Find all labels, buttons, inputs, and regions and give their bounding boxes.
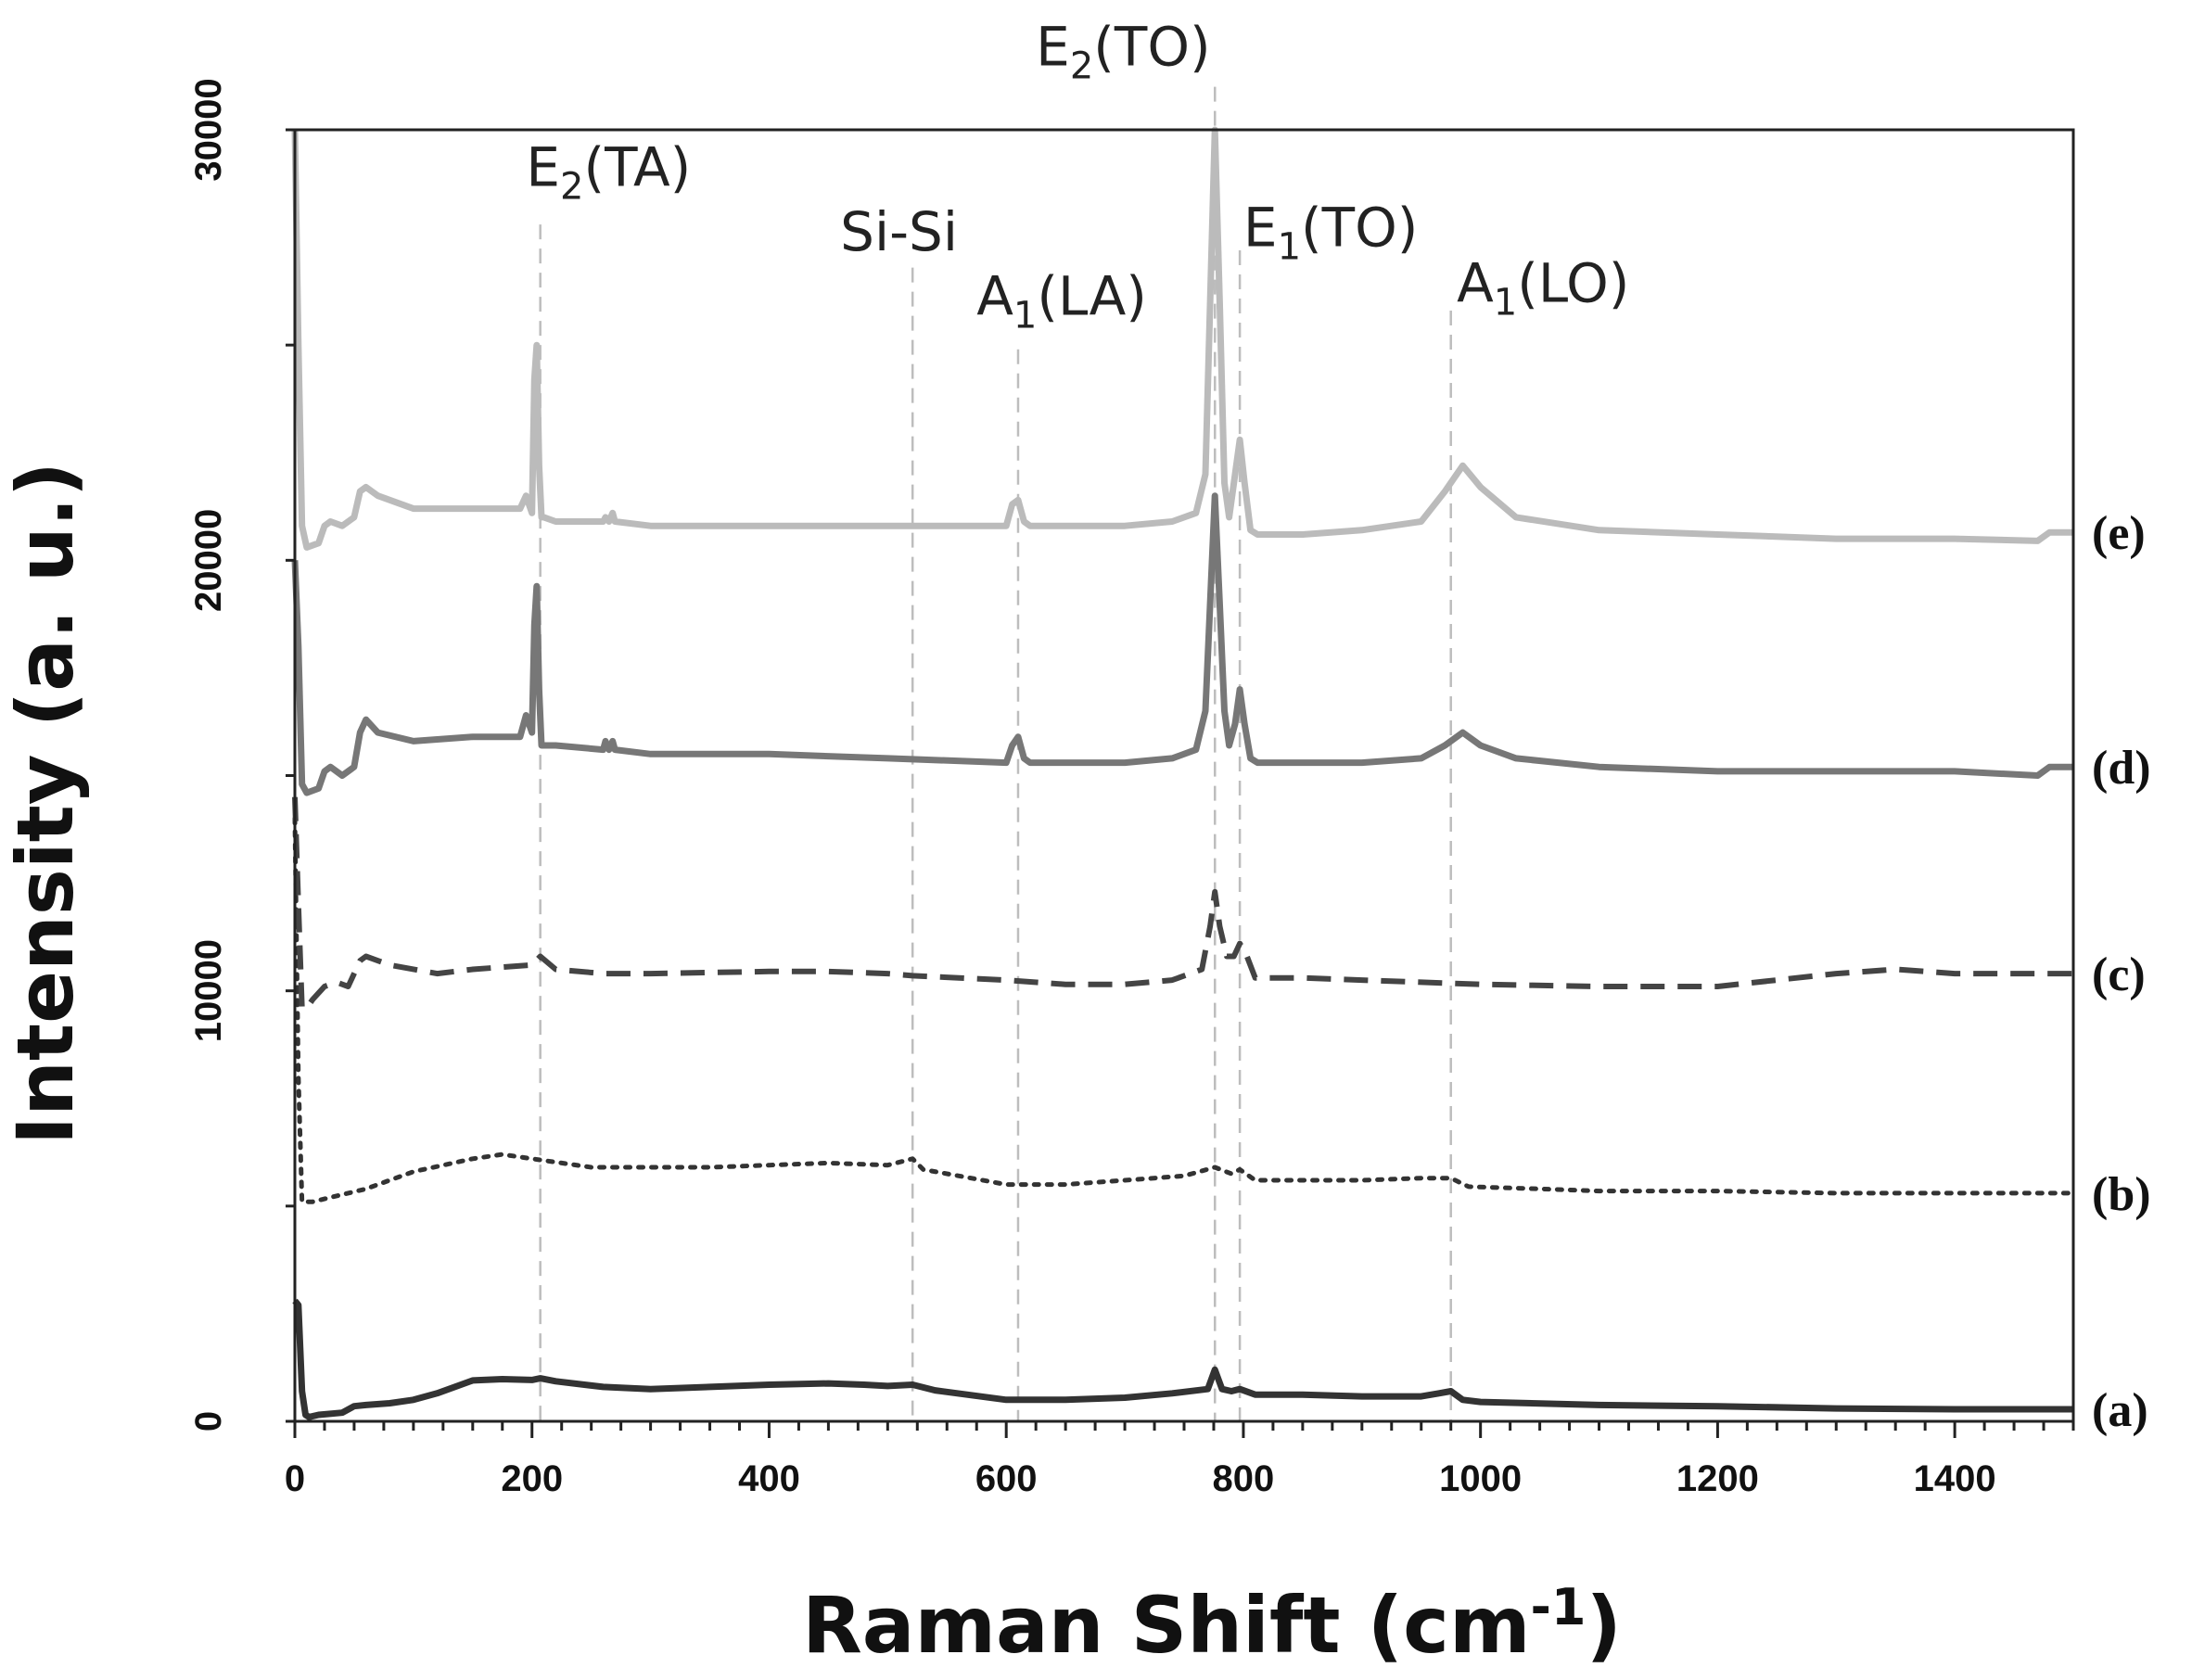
peak-label-base: A xyxy=(976,265,1013,328)
x-axis-ticks: 0 200 400 600 800 1000 1200 1400 xyxy=(285,1421,2075,1499)
peak-label-4: E1(TO) xyxy=(1243,196,1418,268)
series-label-1: (b) xyxy=(2092,1168,2151,1221)
peak-label-subscript: 1 xyxy=(1278,225,1301,268)
series-line-3 xyxy=(291,492,2073,796)
y-axis-title: Intensity (a. u.) xyxy=(0,462,91,1145)
series-label-0: (a) xyxy=(2092,1384,2148,1437)
series-line-4 xyxy=(291,126,2073,551)
peak-label-subscript: 1 xyxy=(1494,282,1517,325)
y-axis-ticks: 0 10000 20000 30000 xyxy=(188,78,295,1432)
peak-label-rest: (TO) xyxy=(1301,196,1418,259)
peak-label-3: E2(TO) xyxy=(1036,15,1210,87)
y-tick-label: 0 xyxy=(188,1411,229,1432)
peak-label-rest: (TO) xyxy=(1093,15,1210,78)
peak-label-base: Si-Si xyxy=(840,200,958,263)
series-line-0 xyxy=(292,1298,2073,1420)
series-labels: (a) (b) (c) (d) (e) xyxy=(2092,507,2151,1437)
peak-label-rest: (LA) xyxy=(1037,265,1147,328)
spectrum-series xyxy=(291,126,2076,1420)
x-axis-title: Raman Shift (cm-1) xyxy=(802,1578,1622,1671)
y-tick-label: 10000 xyxy=(188,939,229,1042)
peak-label-1: Si-Si xyxy=(840,200,958,263)
x-tick-label: 200 xyxy=(501,1458,563,1499)
y-tick-label: 30000 xyxy=(188,78,229,181)
x-tick-label: 0 xyxy=(285,1458,305,1499)
x-axis-title-superscript: -1 xyxy=(1530,1578,1586,1636)
peak-label-2: A1(LA) xyxy=(976,265,1147,337)
peak-label-0: E2(TA) xyxy=(526,135,691,208)
series-line-1 xyxy=(292,816,2076,1204)
peak-label-base: E xyxy=(1036,15,1070,78)
peak-label-base: E xyxy=(526,135,560,198)
series-label-3: (d) xyxy=(2092,742,2151,795)
x-tick-label: 1200 xyxy=(1676,1458,1759,1499)
peak-label-subscript: 2 xyxy=(1070,45,1093,87)
series-label-2: (c) xyxy=(2092,948,2146,1001)
x-axis-title-main: Raman Shift (cm xyxy=(802,1580,1530,1671)
x-axis-title-close: ) xyxy=(1586,1580,1621,1671)
x-tick-label: 800 xyxy=(1213,1458,1275,1499)
peak-label-subscript: 2 xyxy=(560,165,583,208)
series-label-4: (e) xyxy=(2092,507,2146,560)
peak-label-base: A xyxy=(1457,252,1494,315)
x-tick-label: 400 xyxy=(738,1458,800,1499)
peak-label-rest: (TA) xyxy=(583,135,691,198)
x-tick-label: 600 xyxy=(975,1458,1038,1499)
x-tick-label: 1000 xyxy=(1439,1458,1522,1499)
y-tick-label: 20000 xyxy=(188,509,229,612)
x-tick-label: 1400 xyxy=(1914,1458,1996,1499)
peak-label-5: A1(LO) xyxy=(1457,252,1629,325)
peak-label-base: E xyxy=(1243,196,1278,259)
series-line-2 xyxy=(292,796,2073,1012)
peak-label-rest: (LO) xyxy=(1517,252,1629,315)
peak-label-subscript: 1 xyxy=(1013,295,1037,337)
